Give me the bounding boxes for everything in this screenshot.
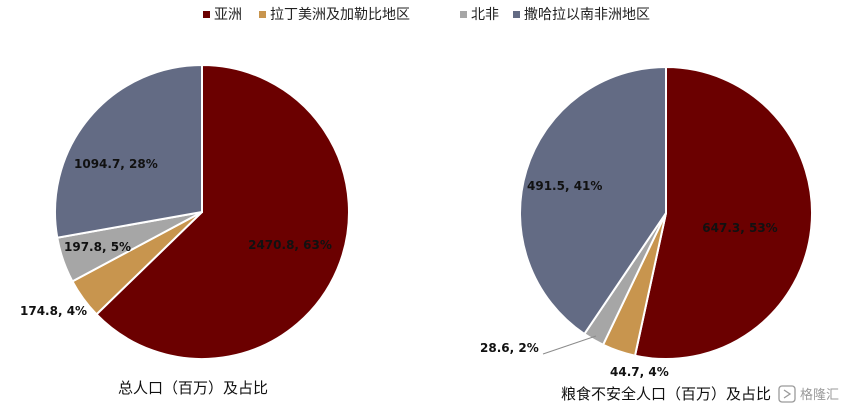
leader-line-2 bbox=[542, 335, 597, 355]
pie-slice-0 bbox=[95, 63, 350, 360]
gelonghui-logo-icon bbox=[778, 385, 796, 403]
legend-swatch-3 bbox=[513, 11, 520, 18]
data-label-2: 197.8, 5% bbox=[64, 240, 131, 254]
pie-slice-3 bbox=[519, 65, 667, 336]
watermark: 格隆汇 bbox=[778, 385, 839, 403]
legend-label-0: 亚洲 bbox=[214, 7, 242, 23]
legend-swatch-0 bbox=[203, 11, 210, 18]
caption-right: 粮食不安全人口（百万）及占比 bbox=[561, 385, 771, 403]
legend-label-3: 撒哈拉以南非洲地区 bbox=[524, 7, 650, 23]
data-label-3: 1094.7, 28% bbox=[74, 157, 158, 171]
data-label-1: 174.8, 4% bbox=[20, 304, 87, 318]
legend-swatch-2 bbox=[460, 11, 467, 18]
pie-food-insecure-population: 647.3, 53% 44.7, 4% 28.6, 2% 491.5, 41% bbox=[480, 65, 814, 379]
legend-swatch-1 bbox=[259, 11, 266, 18]
data-label-0: 647.3, 53% bbox=[702, 221, 777, 235]
pie-slice-0 bbox=[633, 65, 814, 360]
watermark-text: 格隆汇 bbox=[800, 387, 839, 403]
legend: 亚洲 拉丁美洲及加勒比地区 北非 撒哈拉以南非洲地区 bbox=[203, 7, 650, 23]
legend-label-1: 拉丁美洲及加勒比地区 bbox=[270, 7, 410, 23]
pie-total-population: 2470.8, 63% 174.8, 4% 197.8, 5% 1094.7, 28% bbox=[20, 63, 350, 360]
data-label-0: 2470.8, 63% bbox=[248, 238, 332, 252]
legend-label-2: 北非 bbox=[471, 7, 499, 23]
data-label-3: 491.5, 41% bbox=[527, 179, 602, 193]
data-label-1: 44.7, 4% bbox=[610, 365, 669, 379]
pie-slice-3 bbox=[54, 63, 203, 239]
caption-left: 总人口（百万）及占比 bbox=[118, 379, 268, 397]
data-label-2: 28.6, 2% bbox=[480, 341, 539, 355]
